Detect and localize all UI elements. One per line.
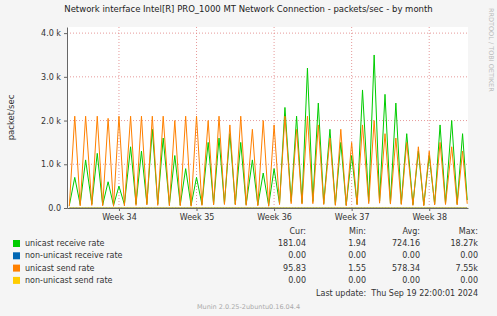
legend-stat: 0.00 (348, 251, 366, 260)
footer: Munin 2.0.25-2ubuntu0.16.04.4 (197, 303, 300, 311)
tick: 0.0 (48, 204, 67, 213)
tick: 2.0 k (41, 117, 67, 126)
axis-line (68, 208, 469, 209)
tick-mark (429, 208, 430, 211)
tick-label: Week 37 (335, 213, 370, 222)
tick-label: 0.0 (48, 204, 61, 213)
tick-label: 2.0 k (41, 117, 61, 126)
tick-label: Week 38 (412, 213, 447, 222)
legend-label: unicast send rate (25, 264, 95, 273)
tick-mark (274, 208, 275, 211)
series-line (69, 55, 467, 205)
legend-label: non-unicast receive rate (25, 251, 123, 260)
grid-line (274, 27, 275, 208)
legend-label: unicast receive rate (25, 239, 105, 248)
legend-stat: 0.00 (460, 276, 478, 285)
tick-mark (352, 208, 353, 211)
axis-line (67, 28, 68, 209)
tick-mark (64, 208, 67, 209)
x-axis: Week 34 Week 35 Week 36 Week 37 Week 38 (68, 208, 469, 222)
legend-stat: 724.16 (392, 239, 420, 248)
series-line (69, 116, 467, 206)
chart: Network interface Intel[R] PRO_1000 MT N… (0, 0, 497, 316)
plot-area (67, 27, 468, 208)
tick: 1.0 k (41, 160, 67, 169)
grid-line (67, 120, 468, 121)
series-line (69, 208, 467, 209)
legend-swatch (13, 277, 20, 284)
series-group (69, 55, 467, 208)
tick: Week 38 (412, 208, 447, 222)
y-axis: 0.0 1.0 k 2.0 k 3.0 k 4.0 k (41, 28, 67, 214)
tick: 3.0 k (41, 73, 67, 82)
tick-label: 3.0 k (41, 73, 61, 82)
background (0, 0, 497, 316)
legend-swatch (13, 252, 20, 259)
legend-swatch (13, 265, 20, 272)
legend-stat: 0.00 (288, 251, 306, 260)
legend-stat: 1.55 (348, 264, 366, 273)
watermark: RRDTOOL / TOBI OETIKER (487, 8, 495, 92)
series-line (69, 208, 467, 209)
legend-stat: 0.00 (402, 276, 420, 285)
tick-mark (64, 77, 67, 78)
legend-header: Avg: (402, 227, 420, 236)
tick-mark (64, 121, 67, 122)
tick-label: 4.0 k (41, 29, 61, 38)
grid-line (351, 27, 352, 208)
grid-line (67, 33, 468, 34)
legend-stat: 0.00 (288, 276, 306, 285)
legend-stat: 0.00 (460, 251, 478, 260)
legend-stat: 578.34 (392, 264, 420, 273)
tick: Week 37 (335, 208, 370, 222)
legend-swatch (13, 240, 20, 247)
title: Network interface Intel[R] PRO_1000 MT N… (64, 4, 432, 14)
legend-header: Max: (459, 227, 478, 236)
tick-mark (197, 208, 198, 211)
tick-mark (64, 33, 67, 34)
legend-header: Min: (349, 227, 366, 236)
y-axis-title: packet/sec (6, 94, 16, 140)
tick: Week 36 (257, 208, 292, 222)
legend: Cur: Min: Avg: Max: unicast receive rate 181.… (13, 227, 478, 285)
tick: 4.0 k (41, 29, 67, 38)
last-update: Last update: Thu Sep 19 22:00:01 2024 (316, 289, 478, 298)
tick-label: 1.0 k (41, 160, 61, 169)
tick-mark (119, 208, 120, 211)
legend-stat: 0.00 (402, 251, 420, 260)
legend-header: Cur: (290, 227, 307, 236)
grid-line (429, 27, 430, 208)
legend-stat: 1.94 (348, 239, 366, 248)
legend-label: non-unicast send rate (25, 276, 113, 285)
tick: Week 35 (180, 208, 215, 222)
legend-stat: 95.83 (283, 264, 306, 273)
grid-line (67, 76, 468, 77)
tick-label: Week 35 (180, 213, 215, 222)
tick-mark (64, 164, 67, 165)
tick: Week 34 (102, 208, 137, 222)
tick-label: Week 34 (102, 213, 137, 222)
grid-line (67, 208, 468, 209)
legend-stat: 181.04 (278, 239, 306, 248)
legend-stat: 18.27k (450, 239, 478, 248)
grid (67, 27, 468, 208)
legend-stat: 0.00 (348, 276, 366, 285)
tick-label: Week 36 (257, 213, 292, 222)
legend-stat: 7.55k (456, 264, 479, 273)
